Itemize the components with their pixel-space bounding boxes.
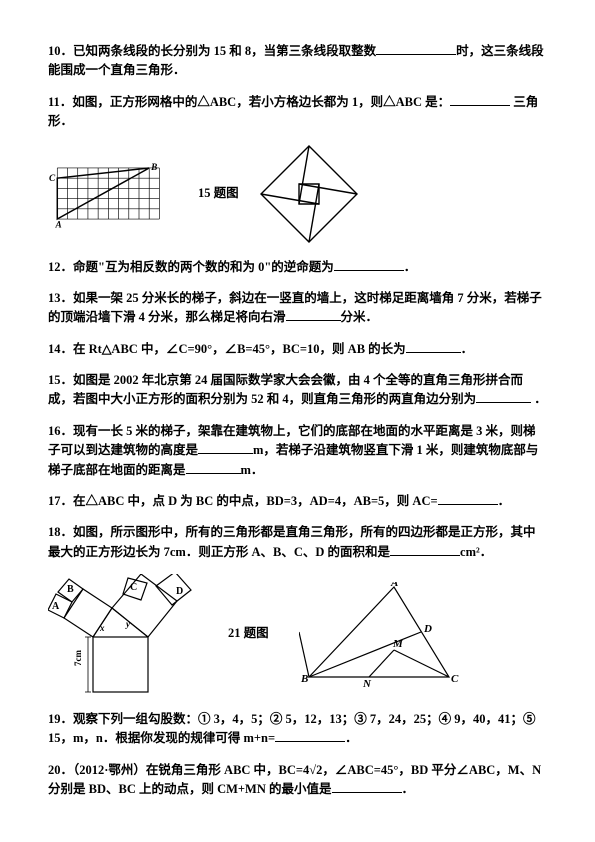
fig-row-11: A B C 15 题图: [48, 144, 547, 244]
q18-blank: [390, 543, 460, 555]
label-A: A: [52, 601, 60, 612]
label-B: B: [67, 584, 74, 595]
q19-text-2: ．: [345, 731, 358, 745]
q11-blank: [450, 94, 510, 106]
q14-text-2: ．: [461, 342, 474, 356]
tri-label-M: M: [392, 638, 404, 650]
q19-num: 19: [48, 712, 61, 726]
q17-text-1: ．在△ABC 中，点 D 为 BC 的中点，BD=3，AD=4，AB=5，则 A…: [61, 494, 438, 508]
q11-text-1: ．如图，正方形网格中的△ABC，若小方格边长都为 1，则△ABC 是：: [60, 95, 450, 109]
q15-text-2: ．: [534, 392, 547, 406]
q16-num: 16: [48, 424, 61, 438]
q17-blank: [438, 493, 498, 505]
tri-label-A: A: [390, 582, 398, 589]
label-C: C: [130, 582, 137, 593]
question-12: 12．命题"互为相反数的两个数的和为 0"的逆命题为 ．: [48, 258, 547, 277]
q13-text-2: 分米．: [341, 310, 379, 324]
q13-blank: [286, 309, 341, 321]
triangle-bisector-figure: A B C D M N: [299, 582, 459, 687]
q18-text-2: cm²．: [460, 545, 492, 559]
tri-label-B: B: [300, 673, 308, 685]
q15-text-1: ．如图是 2002 年北京第 24 届国际数学家大会会徽，由 4 个全等的直角三…: [48, 373, 523, 406]
question-15: 15．如图是 2002 年北京第 24 届国际数学家大会会徽，由 4 个全等的直…: [48, 371, 547, 410]
question-20: 20．（2012·鄂州）在锐角三角形 ABC 中，BC=4√2，∠ABC=45°…: [48, 761, 547, 800]
q11-num: 11: [48, 95, 60, 109]
fig-row-18: A B C D x y 7cm 21 题图 A: [48, 574, 547, 694]
q12-text-2: ．: [404, 260, 417, 274]
label-y: y: [125, 619, 131, 629]
question-17: 17．在△ABC 中，点 D 为 BC 的中点，BD=3，AD=4，AB=5，则…: [48, 492, 547, 511]
label-7cm: 7cm: [73, 650, 83, 666]
q10-text-1: ．已知两条线段的长分别为 15 和 8，当第三条线段取整数: [61, 44, 377, 58]
q20-blank: [332, 781, 402, 793]
grid-triangle-figure: A B C: [48, 156, 178, 231]
q16-text-3: m．: [241, 463, 264, 477]
q16-blank-2: [186, 461, 241, 473]
fig-18-label: 21 题图: [228, 624, 269, 643]
q13-num: 13: [48, 291, 61, 305]
q14-num: 14: [48, 342, 61, 356]
tri-label-D: D: [423, 623, 432, 635]
q17-num: 17: [48, 494, 61, 508]
q14-blank: [406, 340, 461, 352]
fig-11-label: 15 题图: [198, 184, 239, 203]
q16-blank-1: [198, 442, 253, 454]
q10-blank: [376, 43, 456, 55]
q12-blank: [334, 258, 404, 270]
q12-num: 12: [48, 260, 61, 274]
label-C: C: [49, 174, 56, 184]
q20-text-2: ．: [402, 782, 415, 796]
pinwheel-figure: [259, 144, 359, 244]
tri-label-N: N: [362, 678, 372, 687]
label-B: B: [150, 163, 157, 173]
question-10: 10．已知两条线段的长分别为 15 和 8，当第三条线段取整数时，这三条线段能围…: [48, 42, 547, 81]
q15-num: 15: [48, 373, 61, 387]
q15-blank: [476, 391, 531, 403]
q10-num: 10: [48, 44, 61, 58]
q14-text-1: ．在 Rt△ABC 中，∠C=90°，∠B=45°，BC=10，则 AB 的长为: [61, 342, 406, 356]
q20-num: 20: [48, 763, 61, 777]
tri-label-C: C: [451, 673, 459, 685]
question-16: 16．现有一长 5 米的梯子，架靠在建筑物上，它们的底部在地面的水平距离是 3 …: [48, 422, 547, 480]
question-19: 19．观察下列一组勾股数：① 3，4，5；② 5，12，13；③ 7，24，25…: [48, 710, 547, 749]
pythagoras-tree-figure: A B C D x y 7cm: [48, 574, 198, 694]
q20-text-1: ．（2012·鄂州）在锐角三角形 ABC 中，BC=4√2，∠ABC=45°，B…: [48, 763, 541, 796]
q12-text-1: ．命题"互为相反数的两个数的和为 0"的逆命题为: [61, 260, 334, 274]
q19-blank: [275, 730, 345, 742]
question-11: 11．如图，正方形网格中的△ABC，若小方格边长都为 1，则△ABC 是： 三角…: [48, 93, 547, 132]
label-x: x: [99, 623, 105, 633]
label-D: D: [176, 586, 183, 597]
label-A: A: [54, 220, 61, 230]
q17-text-2: ．: [498, 494, 511, 508]
question-14: 14．在 Rt△ABC 中，∠C=90°，∠B=45°，BC=10，则 AB 的…: [48, 340, 547, 359]
question-13: 13．如果一架 25 分米长的梯子，斜边在一竖直的墙上，这时梯足距离墙角 7 分…: [48, 289, 547, 328]
question-18: 18．如图，所示图形中，所有的三角形都是直角三角形，所有的四边形都是正方形，其中…: [48, 523, 547, 562]
q18-num: 18: [48, 525, 61, 539]
